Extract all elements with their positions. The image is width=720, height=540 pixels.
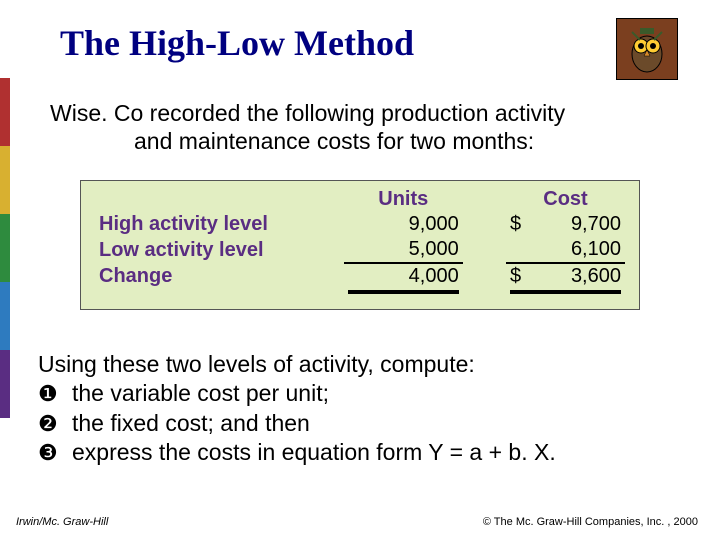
intro-line1: Wise. Co recorded the following producti… — [50, 100, 670, 128]
row-low-label: Low activity level — [95, 237, 344, 263]
table-row: Low activity level 5,000 6,100 — [95, 237, 625, 263]
intro-text: Wise. Co recorded the following producti… — [50, 100, 670, 155]
footer-right: © The Mc. Graw-Hill Companies, Inc. , 20… — [483, 516, 698, 528]
table-header-units: Units — [344, 187, 463, 212]
double-rule — [348, 290, 459, 294]
accent-seg-2 — [0, 146, 10, 214]
intro-line2: and maintenance costs for two months: — [50, 128, 670, 156]
footer-left: Irwin/Mc. Graw-Hill — [16, 516, 108, 528]
list-item: ❶ the variable cost per unit; — [38, 379, 698, 408]
row-high-cost: $ 9,700 — [506, 212, 625, 237]
instructions-lead: Using these two levels of activity, comp… — [38, 350, 698, 379]
item-2-text: the fixed cost; and then — [72, 409, 310, 438]
row-high-label: High activity level — [95, 212, 344, 237]
double-rule — [510, 290, 621, 294]
row-change-cost: $ 3,600 — [506, 263, 625, 289]
table-row: High activity level 9,000 $ 9,700 — [95, 212, 625, 237]
row-change-units: 4,000 — [344, 263, 463, 289]
list-item: ❷ the fixed cost; and then — [38, 409, 698, 438]
page-title: The High-Low Method — [60, 22, 414, 64]
bullet-1-icon: ❶ — [38, 379, 72, 408]
table-row: Change 4,000 $ 3,600 — [95, 263, 625, 289]
item-3-text: express the costs in equation form Y = a… — [72, 438, 556, 467]
accent-seg-4 — [0, 282, 10, 350]
accent-seg-5 — [0, 350, 10, 418]
row-low-units: 5,000 — [344, 237, 463, 263]
accent-seg-1 — [0, 78, 10, 146]
table-header-cost: Cost — [506, 187, 625, 212]
list-item: ❸ express the costs in equation form Y =… — [38, 438, 698, 467]
row-low-cost: 6,100 — [506, 237, 625, 263]
row-change-label: Change — [95, 263, 344, 289]
accent-seg-3 — [0, 214, 10, 282]
accent-bar — [0, 78, 10, 418]
data-table: . Units Cost High activity level 9,000 $… — [80, 180, 640, 310]
instructions: Using these two levels of activity, comp… — [38, 350, 698, 468]
bullet-3-icon: ❸ — [38, 438, 72, 467]
row-high-units: 9,000 — [344, 212, 463, 237]
item-1-text: the variable cost per unit; — [72, 379, 329, 408]
owl-icon — [616, 18, 678, 80]
bullet-2-icon: ❷ — [38, 409, 72, 438]
